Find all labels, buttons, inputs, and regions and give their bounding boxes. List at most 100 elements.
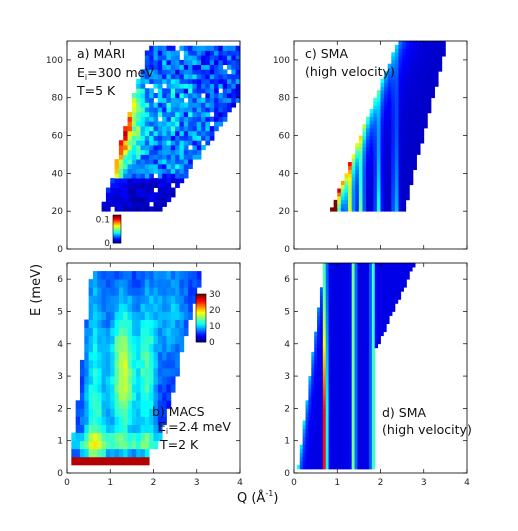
heatmap-bin	[127, 376, 133, 385]
heatmap-bin	[423, 105, 428, 110]
y-tick-label: 5	[57, 307, 63, 317]
heatmap-bin	[319, 428, 324, 434]
heatmap-bin	[337, 279, 341, 284]
heatmap-bin	[101, 279, 107, 288]
heatmap-bin	[123, 145, 128, 151]
heatmap-bin	[392, 279, 396, 284]
heatmap-bin	[354, 267, 358, 272]
heatmap-bin	[235, 50, 241, 56]
heatmap-bin	[136, 440, 141, 450]
heatmap-bin	[398, 52, 403, 57]
heatmap-bin	[392, 287, 396, 292]
heatmap-bin	[183, 319, 189, 329]
heatmap-bin	[308, 376, 312, 381]
heatmap-bin	[391, 199, 396, 205]
heatmap-bin	[131, 376, 137, 385]
heatmap-bin	[227, 74, 232, 80]
heatmap-bin	[218, 121, 224, 127]
heatmap-bin	[358, 158, 363, 163]
heatmap-bin	[170, 154, 176, 160]
heatmap-bin	[136, 319, 141, 329]
heatmap-bin	[412, 90, 417, 95]
heatmap-bin	[196, 93, 202, 99]
heatmap-bin	[337, 271, 341, 276]
heatmap-bin	[434, 56, 439, 61]
heatmap-bin	[412, 41, 417, 46]
heatmap-bin	[392, 263, 396, 268]
heatmap-bin	[175, 130, 180, 136]
heatmap-bin	[205, 45, 211, 51]
heatmap-bin	[183, 311, 189, 320]
heatmap-bin	[366, 420, 370, 425]
heatmap-bin	[314, 444, 318, 450]
heatmap-bin	[369, 158, 374, 163]
heatmap-bin	[311, 380, 315, 385]
heatmap-bin	[92, 343, 98, 353]
heatmap-bin	[166, 45, 172, 51]
heatmap-bin	[314, 392, 318, 397]
heatmap-bin	[363, 279, 367, 284]
heatmap-bin	[366, 315, 370, 320]
heatmap-bin	[337, 323, 341, 329]
colorbar-segment	[196, 308, 206, 311]
heatmap-bin	[231, 93, 237, 99]
heatmap-bin	[380, 143, 385, 148]
heatmap-bin	[357, 456, 361, 462]
heatmap-bin	[136, 295, 141, 304]
heatmap-bin	[136, 376, 141, 385]
heatmap-bin	[131, 97, 137, 103]
heatmap-bin	[402, 67, 407, 72]
heatmap-bin	[75, 400, 81, 409]
heatmap-bin	[331, 331, 335, 337]
heatmap-bin	[377, 295, 381, 300]
heatmap-bin	[131, 111, 137, 118]
heatmap-bin	[357, 339, 361, 345]
heatmap-bin	[144, 50, 150, 56]
heatmap-bin	[325, 392, 329, 397]
heatmap-bin	[343, 368, 347, 373]
heatmap-bin	[162, 295, 167, 304]
heatmap-bin	[166, 178, 172, 184]
heatmap-bin	[334, 359, 338, 365]
heatmap-bin	[235, 97, 241, 103]
heatmap-bin	[136, 168, 141, 174]
heatmap-bin	[430, 86, 435, 91]
heatmap-bin	[308, 412, 312, 417]
heatmap-bin	[430, 63, 435, 68]
heatmap-bin	[351, 207, 356, 212]
heatmap-bin	[123, 178, 128, 184]
heatmap-bin	[348, 339, 353, 345]
heatmap-bin	[325, 376, 329, 381]
heatmap-bin	[131, 173, 137, 179]
heatmap-bin	[380, 192, 385, 197]
heatmap-bin	[328, 440, 332, 446]
heatmap-bin	[340, 359, 344, 365]
heatmap-bin	[127, 327, 133, 337]
heatmap-bin	[140, 121, 146, 127]
heatmap-bin	[337, 275, 341, 280]
heatmap-bin	[144, 351, 150, 361]
heatmap-bin	[360, 440, 364, 446]
heatmap-bin	[348, 291, 353, 296]
heatmap-bin	[405, 52, 410, 57]
colorbar-segment	[113, 240, 121, 242]
heatmap-bin	[360, 416, 364, 421]
heatmap-bin	[205, 121, 211, 127]
heatmap-bin	[409, 44, 414, 49]
heatmap-bin	[136, 116, 141, 122]
heatmap-bin	[317, 315, 321, 320]
heatmap-bin	[337, 327, 341, 333]
colorbar-segment	[113, 231, 121, 234]
heatmap-bin	[383, 291, 387, 296]
heatmap-bin	[409, 180, 414, 186]
heatmap-bin	[394, 271, 399, 276]
heatmap-bin	[331, 452, 335, 458]
heatmap-bin	[366, 169, 371, 174]
heatmap-bin	[192, 45, 198, 51]
heatmap-bin	[380, 307, 384, 312]
heatmap-bin	[351, 448, 355, 454]
heatmap-bin	[369, 173, 374, 178]
heatmap-bin	[136, 432, 141, 442]
heatmap-bin	[412, 162, 417, 167]
